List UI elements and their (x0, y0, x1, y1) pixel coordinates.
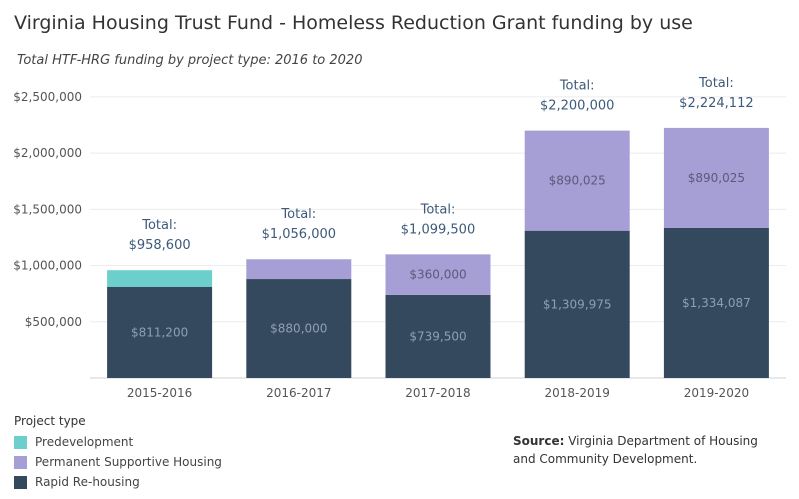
bar-value-label: $811,200 (131, 325, 188, 339)
legend-item-permanent-supportive-housing[interactable]: Permanent Supportive Housing (14, 452, 222, 472)
total-value-label: $958,600 (129, 238, 191, 253)
legend-swatch-predevelopment (14, 435, 27, 449)
legend-title: Project type (14, 414, 86, 428)
bar-value-label: $1,309,975 (543, 297, 612, 311)
legend-item-predevelopment[interactable]: Predevelopment (14, 432, 222, 452)
total-value-label: $1,056,000 (262, 227, 336, 242)
bar-segment (107, 286, 213, 378)
total-prefix-label: Total: (420, 202, 456, 217)
bar-segment (246, 279, 352, 378)
y-tick-label: $2,500,000 (13, 90, 82, 104)
source-note: Source: Virginia Department of Housing a… (513, 432, 783, 468)
x-tick-label: 2017-2018 (405, 386, 470, 400)
legend: Project type Predevelopment Permanent Su… (14, 414, 222, 492)
legend-label-rapid-rehousing: Rapid Re-housing (35, 475, 140, 489)
y-tick-label: $500,000 (25, 315, 82, 329)
legend-swatch-permanent-supportive-housing (14, 455, 27, 469)
x-tick-label: 2018-2019 (544, 386, 609, 400)
bar-value-label: $890,025 (549, 174, 606, 188)
legend-item-rapid-rehousing[interactable]: Rapid Re-housing (14, 472, 222, 492)
total-value-label: $2,224,112 (679, 96, 753, 111)
total-value-label: $1,099,500 (401, 222, 475, 237)
bar-segment (663, 227, 769, 378)
x-tick-label: 2019-2020 (684, 386, 749, 400)
y-tick-label: $1,500,000 (13, 202, 82, 216)
chart-subtitle: Total HTF-HRG funding by project type: 2… (17, 53, 363, 68)
bar-value-label: $739,500 (409, 329, 466, 343)
x-tick-label: 2016-2017 (266, 386, 331, 400)
legend-label-predevelopment: Predevelopment (35, 435, 134, 449)
bar-value-label: $360,000 (409, 268, 466, 282)
total-prefix-label: Total: (141, 218, 177, 233)
bar-value-label: $1,334,087 (682, 296, 751, 310)
bar-segment (107, 270, 213, 287)
total-value-label: $2,200,000 (540, 99, 614, 114)
x-tick-label: 2015-2016 (127, 386, 192, 400)
bar-segment (524, 230, 630, 378)
total-prefix-label: Total: (280, 207, 316, 222)
legend-label-permanent-supportive-housing: Permanent Supportive Housing (35, 455, 222, 469)
source-text: Virginia Department of Housing and Commu… (513, 434, 758, 466)
source-label: Source: (513, 434, 565, 448)
bar-segment (385, 294, 491, 378)
chart-title: Virginia Housing Trust Fund - Homeless R… (14, 12, 693, 34)
bar-segment (524, 130, 630, 231)
total-prefix-label: Total: (698, 76, 734, 91)
total-prefix-label: Total: (559, 79, 595, 94)
legend-swatch-rapid-rehousing (14, 475, 27, 489)
y-tick-label: $1,000,000 (13, 259, 82, 273)
bar-segment (246, 259, 352, 280)
y-tick-label: $2,000,000 (13, 146, 82, 160)
bar-segment (663, 127, 769, 228)
bar-segment (385, 254, 491, 295)
bar-value-label: $880,000 (270, 322, 327, 336)
bar-value-label: $890,025 (688, 171, 745, 185)
